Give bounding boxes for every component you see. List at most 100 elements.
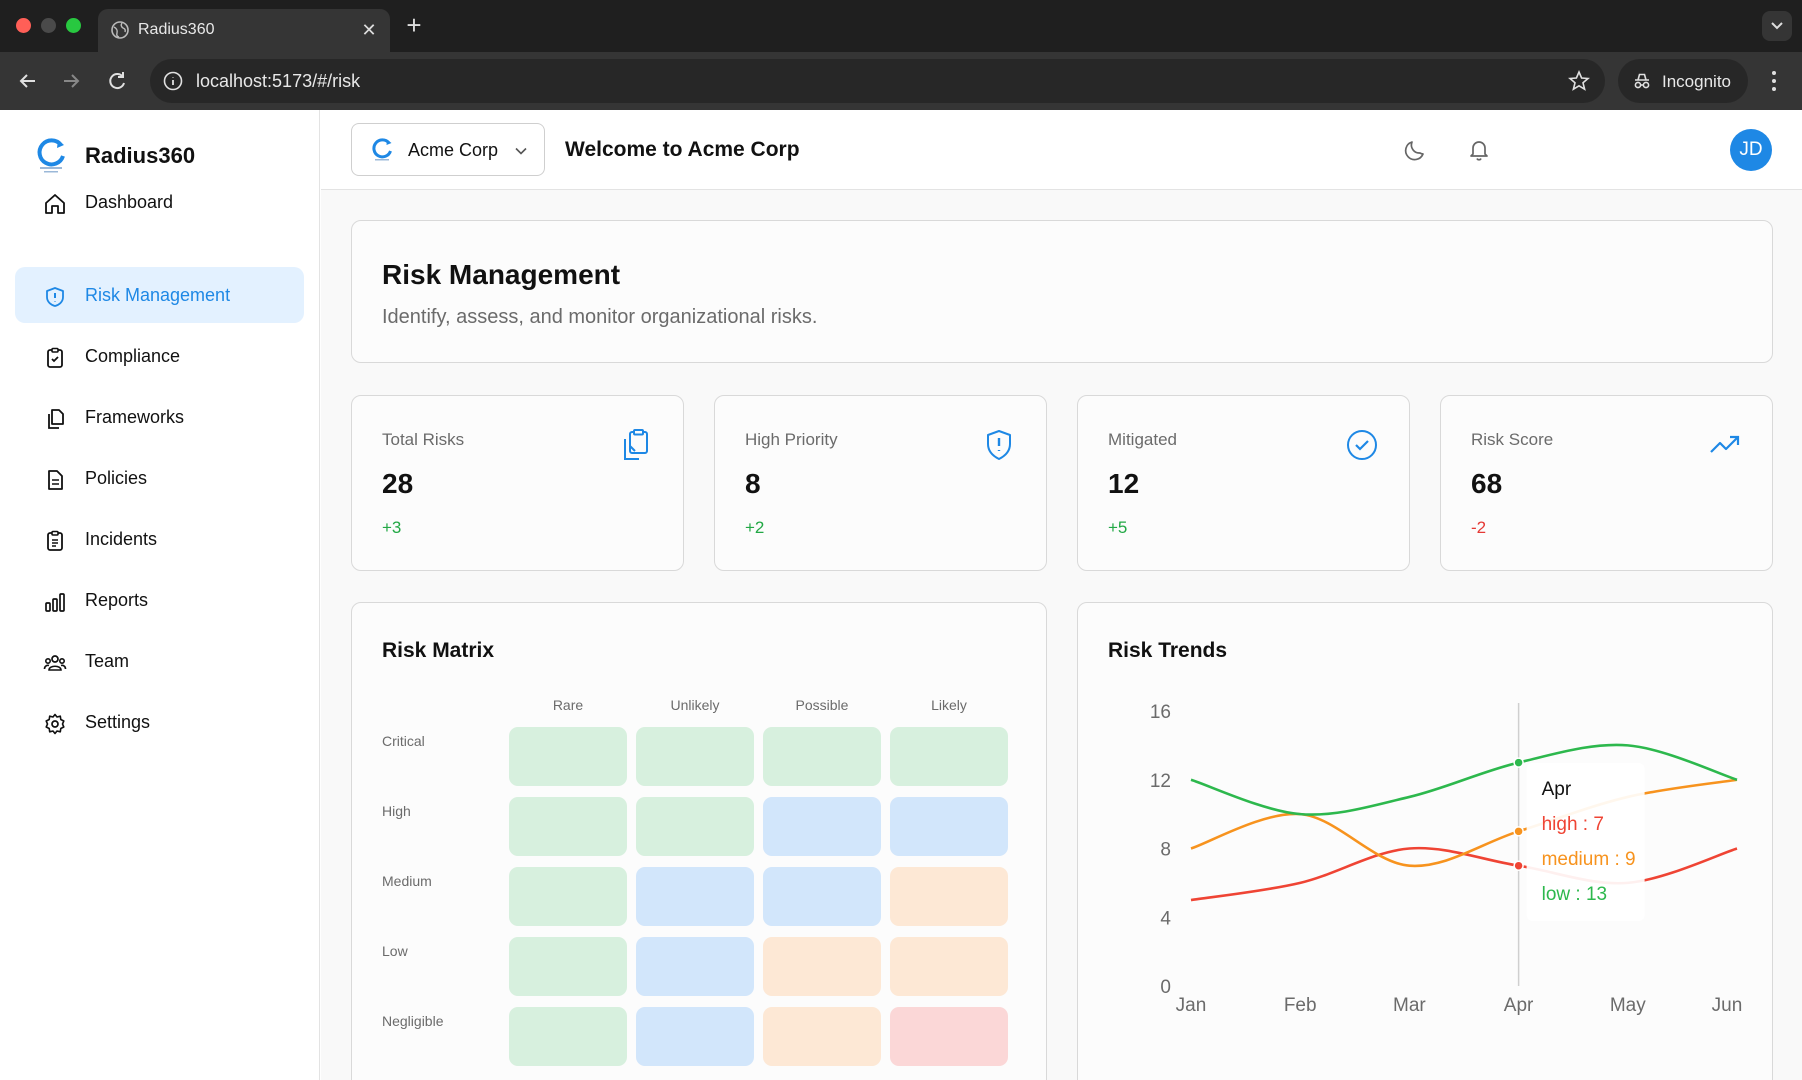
page-subtitle: Identify, assess, and monitor organizati… <box>382 306 818 328</box>
tooltip-value-low: low : 13 <box>1542 884 1607 905</box>
matrix-column-header: Unlikely <box>670 697 720 713</box>
incognito-badge[interactable]: Incognito <box>1618 59 1748 103</box>
matrix-cell[interactable] <box>636 797 754 856</box>
matrix-cell[interactable] <box>763 727 881 786</box>
matrix-cell[interactable] <box>636 727 754 786</box>
minimize-window-button[interactable] <box>41 18 56 33</box>
url-text: localhost:5173/#/risk <box>196 71 361 91</box>
stat-label: High Priority <box>745 430 838 449</box>
more-menu-icon[interactable] <box>1762 67 1786 95</box>
stat-card-total-risks: Total Risks 28 +3 <box>351 395 684 571</box>
user-avatar[interactable]: JD <box>1730 129 1772 171</box>
active-dot-low <box>1513 757 1524 768</box>
back-arrow-icon[interactable] <box>14 67 42 95</box>
matrix-cell[interactable] <box>890 867 1008 926</box>
clipboard-check-icon <box>47 347 63 368</box>
globe-icon <box>111 21 129 39</box>
matrix-cell[interactable] <box>890 937 1008 996</box>
sidebar-item-label: Incidents <box>85 529 158 549</box>
bookmark-star-icon[interactable] <box>1567 69 1591 93</box>
reload-icon[interactable] <box>103 67 131 95</box>
matrix-cell[interactable] <box>763 867 881 926</box>
matrix-row-label: Low <box>382 943 408 959</box>
stat-label: Mitigated <box>1108 430 1177 449</box>
risk-trends-chart[interactable]: 0 4 8 12 16 Jan Feb Mar Apr May Jun Apr high : 7 medi… <box>1078 603 1774 1080</box>
new-tab-button[interactable]: + <box>406 10 422 40</box>
sidebar-item-label: Compliance <box>85 346 181 366</box>
bell-icon[interactable] <box>1466 137 1492 163</box>
chevron-down-icon <box>515 147 527 155</box>
brand-name: Radius360 <box>85 143 196 168</box>
sidebar-item-settings[interactable]: Settings <box>15 694 304 750</box>
matrix-cell[interactable] <box>763 797 881 856</box>
sidebar-item-label: Team <box>85 651 130 671</box>
sidebar-item-label: Risk Management <box>85 285 231 305</box>
matrix-cell[interactable] <box>509 727 627 786</box>
chevron-down-icon <box>1771 22 1783 30</box>
x-tick-label: Jun <box>1712 995 1743 1016</box>
matrix-row-label: High <box>382 803 411 819</box>
matrix-row-label: Critical <box>382 733 425 749</box>
stat-delta: +5 <box>1108 518 1128 537</box>
matrix-cell[interactable] <box>890 727 1008 786</box>
stat-value: 68 <box>1471 468 1503 499</box>
organization-select[interactable]: Acme Corp <box>351 123 545 176</box>
matrix-cell[interactable] <box>509 1007 627 1066</box>
clipboard-list-icon <box>47 530 63 551</box>
organization-logo-icon <box>372 138 392 161</box>
matrix-cell[interactable] <box>763 937 881 996</box>
sidebar-item-compliance[interactable]: Compliance <box>15 328 304 384</box>
sidebar-item-incidents[interactable]: Incidents <box>15 511 304 567</box>
site-info-icon[interactable] <box>162 70 184 92</box>
tab-search-button[interactable] <box>1762 11 1792 41</box>
sidebar-item-label: Settings <box>85 712 151 732</box>
close-window-button[interactable] <box>16 18 31 33</box>
matrix-cell[interactable] <box>636 1007 754 1066</box>
app-header: Acme Corp Welcome to Acme Corp JD <box>321 110 1802 190</box>
x-tick-label: Feb <box>1284 995 1317 1016</box>
y-tick-label: 16 <box>1150 702 1171 723</box>
close-tab-icon[interactable]: ✕ <box>361 20 377 40</box>
sidebar-item-dashboard[interactable]: Dashboard <box>15 174 304 230</box>
files-icon <box>48 409 64 429</box>
matrix-cell[interactable] <box>509 937 627 996</box>
dark-mode-toggle-icon[interactable] <box>1402 137 1428 163</box>
browser-tab[interactable]: Radius360 ✕ <box>98 9 390 52</box>
stat-value: 8 <box>745 468 761 499</box>
risk-trends-title: Risk Trends <box>1108 639 1228 662</box>
stat-card-risk-score: Risk Score 68 -2 <box>1440 395 1773 571</box>
maximize-window-button[interactable] <box>66 18 81 33</box>
gear-icon <box>45 713 65 735</box>
stat-delta: -2 <box>1471 518 1487 537</box>
page-header-card: Risk Management Identify, assess, and mo… <box>351 220 1773 363</box>
x-tick-label: Mar <box>1393 995 1426 1016</box>
sidebar-item-policies[interactable]: Policies <box>15 450 304 506</box>
sidebar-item-frameworks[interactable]: Frameworks <box>15 389 304 445</box>
sidebar-item-team[interactable]: Team <box>15 633 304 689</box>
sidebar-item-reports[interactable]: Reports <box>15 572 304 628</box>
risk-matrix-title: Risk Matrix <box>382 639 495 662</box>
matrix-cell[interactable] <box>890 797 1008 856</box>
users-icon <box>43 655 67 671</box>
sidebar-item-risk-management[interactable]: Risk Management <box>15 267 304 323</box>
forward-arrow-icon[interactable] <box>57 67 85 95</box>
stat-label: Risk Score <box>1471 430 1554 449</box>
address-bar[interactable]: localhost:5173/#/risk <box>150 59 1605 103</box>
matrix-cell[interactable] <box>509 797 627 856</box>
y-tick-label: 12 <box>1150 771 1171 792</box>
matrix-column-header: Rare <box>552 697 584 713</box>
stat-delta: +2 <box>745 518 765 537</box>
browser-tab-bar: Radius360 ✕ + <box>0 0 1802 52</box>
matrix-cell[interactable] <box>636 937 754 996</box>
matrix-cell[interactable] <box>763 1007 881 1066</box>
stat-value: 28 <box>382 468 414 499</box>
matrix-cell[interactable] <box>890 1007 1008 1066</box>
bar-chart-icon <box>45 593 65 612</box>
radius360-logo-icon <box>37 138 65 173</box>
organization-name: Acme Corp <box>408 140 499 160</box>
x-tick-label: May <box>1610 995 1646 1016</box>
stat-card-mitigated: Mitigated 12 +5 <box>1077 395 1410 571</box>
chart-tooltip <box>1526 763 1645 921</box>
matrix-cell[interactable] <box>509 867 627 926</box>
matrix-cell[interactable] <box>636 867 754 926</box>
